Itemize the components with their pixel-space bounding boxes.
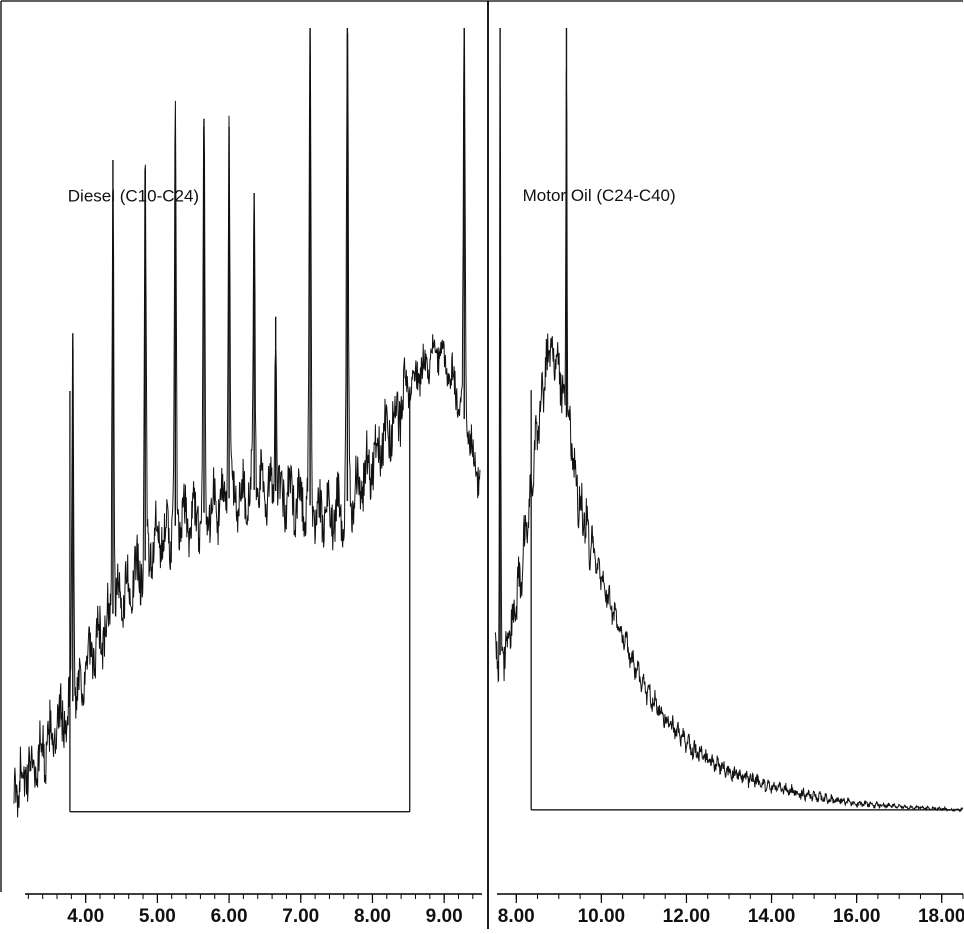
x-tick-label: 7.00	[282, 906, 319, 927]
x-tick-label: 8.00	[354, 906, 391, 927]
diesel-label: Diesel (C10-C24)	[68, 186, 199, 205]
x-tick-label: 16.00	[833, 906, 881, 927]
x-tick-label: 18.00	[918, 906, 964, 927]
x-tick-label: 14.00	[748, 906, 796, 927]
x-tick-label: 10.00	[578, 906, 626, 927]
x-tick-label: 8.00	[498, 906, 535, 927]
motor-oil-label: Motor Oil (C24-C40)	[523, 186, 676, 205]
x-tick-label: 9.00	[426, 906, 463, 927]
chromatogram-trace	[494, 61, 964, 813]
x-tick-label: 5.00	[139, 906, 176, 927]
x-tick-label: 6.00	[211, 906, 248, 927]
chromatogram-trace	[13, 27, 481, 818]
x-tick-label: 4.00	[67, 906, 104, 927]
motor-oil-panel: Motor Oil (C24-C40) 8.00 10.00 12.00 14.00 16…	[494, 28, 964, 927]
diesel-panel: Diesel (C10-C24) 4.00 5.00 6.00 7.00 8.00 9.00	[13, 27, 482, 927]
x-tick-label: 12.00	[663, 906, 711, 927]
